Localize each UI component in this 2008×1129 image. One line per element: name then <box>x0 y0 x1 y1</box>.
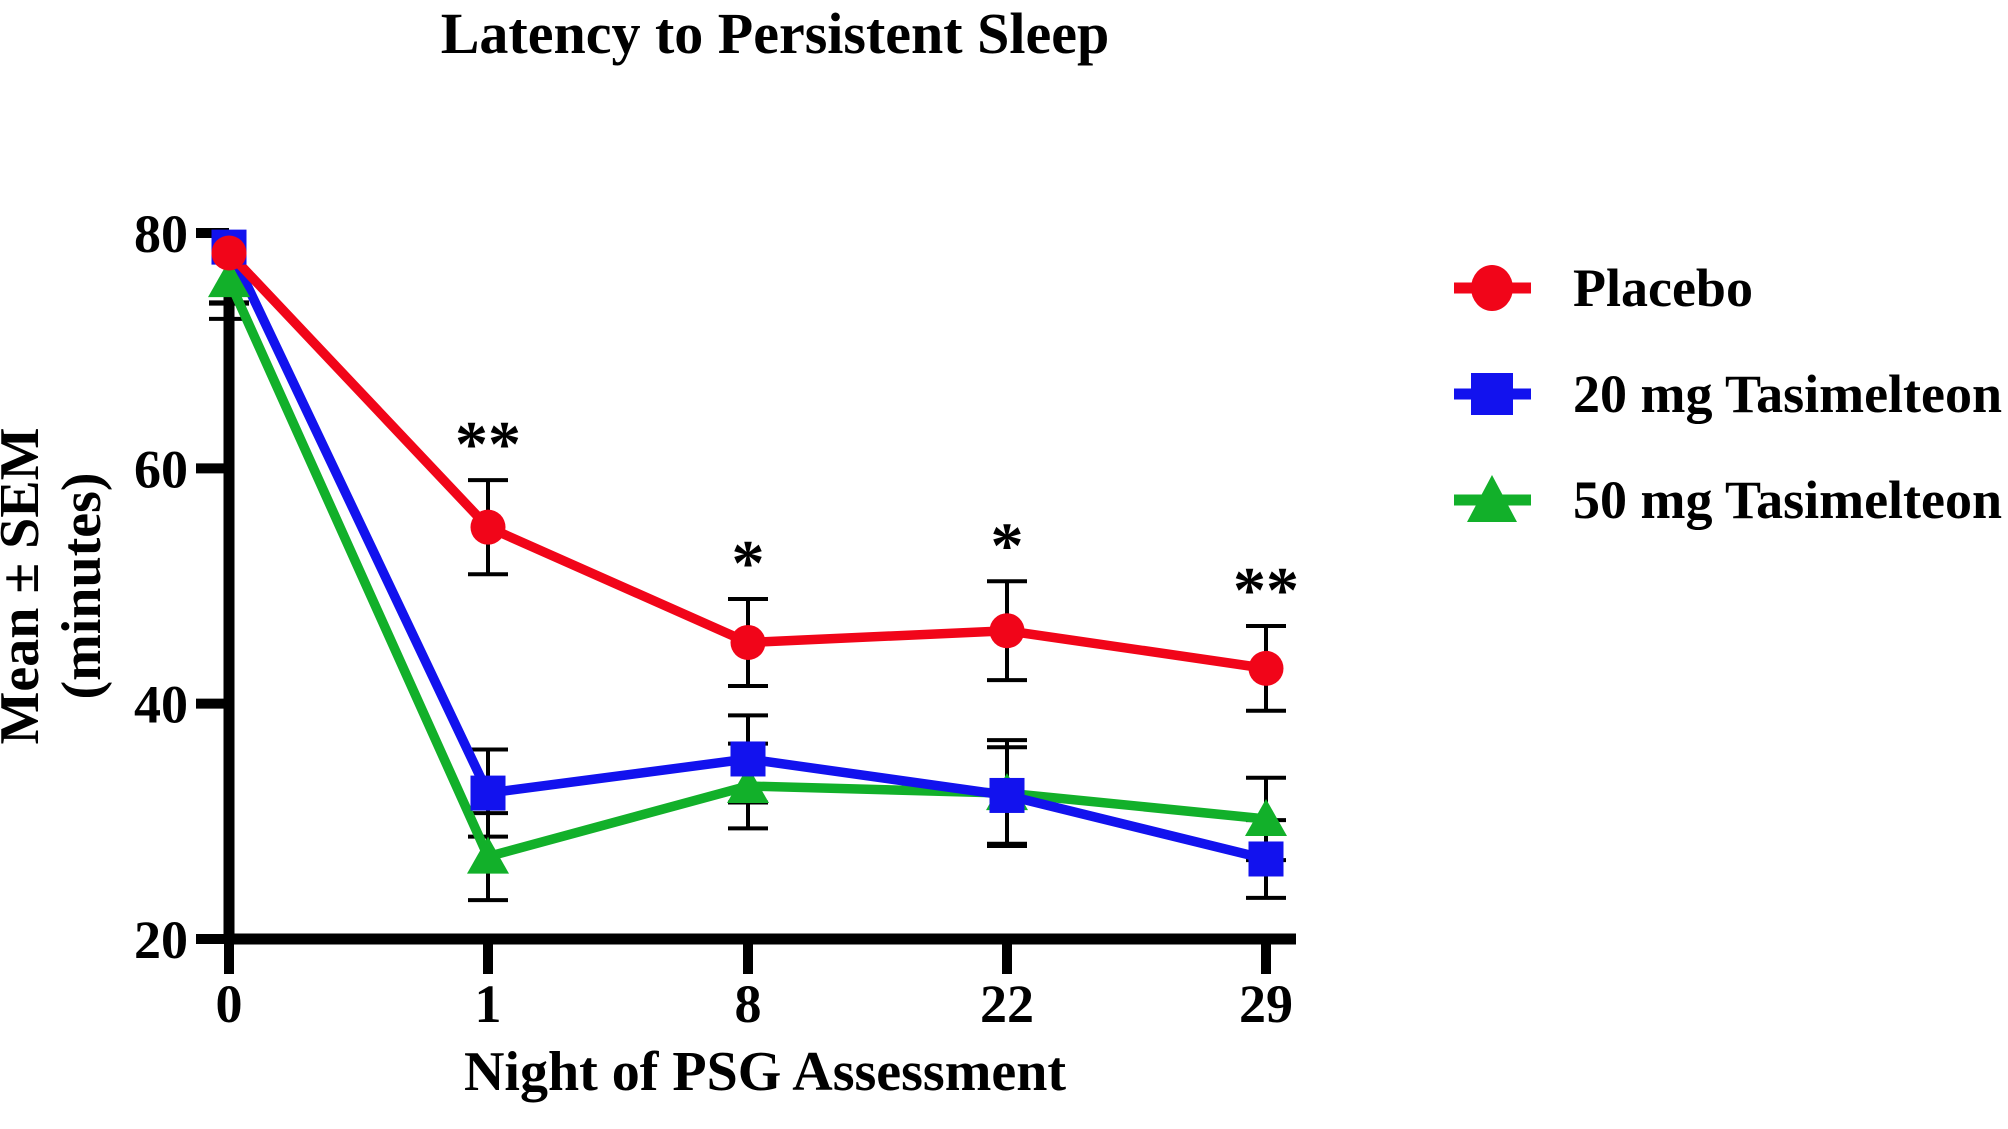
data-point-circle <box>211 235 247 271</box>
y-tick-label: 60 <box>134 439 188 499</box>
data-point-square <box>1248 841 1284 877</box>
triangle-glyph <box>1467 475 1517 522</box>
significance-annotation: * <box>991 509 1024 582</box>
data-point-square <box>470 775 506 811</box>
legend-item-placebo: Placebo <box>1440 250 2002 326</box>
significance-annotation: ** <box>455 408 521 481</box>
x-tick-label: 29 <box>1239 974 1293 1034</box>
significance-annotation: * <box>732 527 765 600</box>
legend: Placebo 20 mg Tasimelteon 50 mg Tasimelt… <box>1440 250 2002 538</box>
data-point-triangle <box>208 260 250 298</box>
data-point-triangle <box>467 836 509 874</box>
data-point-circle <box>470 509 506 545</box>
legend-label-50mg: 50 mg Tasimelteon <box>1573 470 2003 530</box>
legend-item-50mg-tasimelteon: 50 mg Tasimelteon <box>1440 462 2002 538</box>
data-point-circle <box>730 624 766 660</box>
circle-glyph <box>1471 265 1513 311</box>
legend-label-placebo: Placebo <box>1573 258 1753 318</box>
data-point-square <box>730 741 766 777</box>
data-point-square <box>989 777 1025 813</box>
y-tick-label: 20 <box>134 910 188 970</box>
x-axis-title: Night of PSG Assessment <box>463 1041 1067 1103</box>
legend-marker-square-icon <box>1454 373 1531 415</box>
legend-item-20mg-tasimelteon: 20 mg Tasimelteon <box>1440 356 2002 432</box>
data-point-circle <box>1248 650 1284 686</box>
chart-title: Latency to Persistent Sleep <box>440 1 1110 66</box>
x-tick-label: 22 <box>980 974 1034 1034</box>
data-point-circle <box>989 613 1025 649</box>
x-tick-label: 8 <box>735 974 762 1034</box>
y-tick-label: 80 <box>134 204 188 264</box>
legend-marker-circle-icon <box>1454 265 1531 311</box>
square-glyph <box>1471 373 1513 415</box>
legend-label-20mg: 20 mg Tasimelteon <box>1573 364 2003 424</box>
data-point-triangle <box>727 766 769 804</box>
significance-annotation: ** <box>1233 554 1299 627</box>
data-point-triangle <box>1245 798 1287 836</box>
x-tick-label: 0 <box>216 974 243 1034</box>
x-tick-label: 1 <box>475 974 502 1034</box>
legend-marker-triangle-icon <box>1454 475 1531 522</box>
y-tick-label: 40 <box>134 675 188 735</box>
